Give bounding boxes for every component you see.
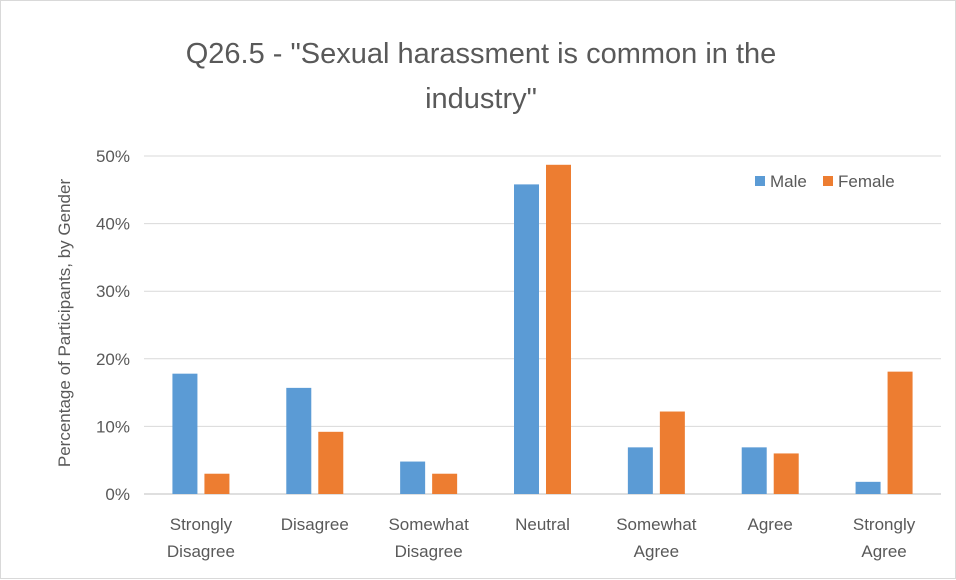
legend-label-female: Female xyxy=(838,172,895,191)
legend: Male Female xyxy=(755,172,895,191)
x-tick-label: Somewhat xyxy=(388,515,469,534)
chart-title-line-1: Q26.5 - "Sexual harassment is common in … xyxy=(186,38,777,70)
bar-male-0 xyxy=(172,373,198,494)
bars xyxy=(172,164,913,494)
x-tick-label: Agree xyxy=(634,542,679,561)
x-tick-label: Strongly xyxy=(170,515,233,534)
y-tick-label: 10% xyxy=(96,417,130,436)
x-tick-label: Agree xyxy=(861,542,906,561)
y-tick-label: 40% xyxy=(96,215,130,234)
y-axis-label: Percentage of Participants, by Gender xyxy=(55,179,74,468)
bar-male-1 xyxy=(286,387,312,494)
x-tick-label: Neutral xyxy=(515,515,570,534)
bar-female-4 xyxy=(659,411,685,494)
x-tick-label: Strongly xyxy=(853,515,916,534)
bar-male-3 xyxy=(514,184,539,494)
bar-female-2 xyxy=(432,473,458,494)
bar-female-6 xyxy=(887,371,913,494)
chart-title: Q26.5 - "Sexual harassment is common in … xyxy=(186,38,777,115)
x-tick-label: Somewhat xyxy=(616,515,697,534)
legend-label-male: Male xyxy=(770,172,807,191)
y-tick-labels: 0% 10% 20% 30% 40% 50% xyxy=(96,147,130,504)
legend-swatch-male xyxy=(755,176,765,186)
gridlines xyxy=(144,155,941,495)
y-tick-label: 30% xyxy=(96,282,130,301)
y-tick-label: 20% xyxy=(96,350,130,369)
bar-female-1 xyxy=(318,431,344,494)
bar-female-3 xyxy=(546,164,571,494)
y-tick-label: 0% xyxy=(105,485,130,504)
x-tick-labels: Strongly Disagree Disagree Somewhat Disagree… xyxy=(167,515,916,561)
legend-swatch-female xyxy=(823,176,833,186)
bar-female-5 xyxy=(773,453,799,494)
x-tick-label: Disagree xyxy=(167,542,235,561)
x-tick-label: Disagree xyxy=(395,542,463,561)
y-tick-label: 50% xyxy=(96,147,130,166)
bar-male-5 xyxy=(741,447,767,494)
bar-male-4 xyxy=(627,447,653,494)
bar-female-0 xyxy=(204,473,230,494)
x-tick-label: Disagree xyxy=(281,515,349,534)
bar-male-2 xyxy=(400,461,426,494)
x-tick-label: Agree xyxy=(748,515,793,534)
bar-male-6 xyxy=(855,481,881,494)
chart-title-line-2: industry" xyxy=(425,83,537,115)
